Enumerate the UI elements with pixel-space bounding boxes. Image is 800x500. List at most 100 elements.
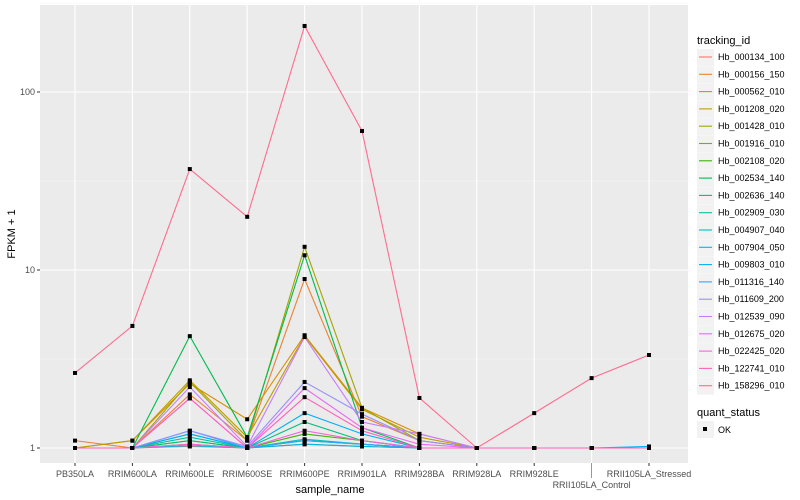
legend-label: Hb_001208_020: [718, 104, 785, 114]
data-point: [245, 214, 250, 219]
data-point: [589, 446, 594, 450]
x-axis-title: sample_name: [295, 484, 364, 496]
data-point: [73, 438, 77, 443]
y-tick-label: 100: [20, 87, 35, 97]
data-point: [245, 446, 250, 450]
data-point: [302, 411, 307, 416]
x-tick-label: RRII105LA_Stressed: [607, 469, 692, 479]
data-point: [532, 446, 537, 450]
shape-legend-title: quant_status: [697, 407, 760, 419]
legend-label: Hb_012675_020: [718, 329, 785, 339]
data-point: [302, 253, 307, 258]
data-point: [360, 428, 364, 433]
legend-title: tracking_id: [697, 35, 750, 47]
legend-label: Hb_004907_040: [718, 225, 785, 235]
data-point: [245, 417, 250, 422]
data-point: [360, 412, 364, 417]
data-point: [302, 277, 307, 282]
data-point: [302, 419, 307, 424]
data-point: [130, 323, 135, 328]
data-point: [302, 428, 307, 433]
data-point: [647, 446, 651, 450]
legend-label: Hb_122741_010: [718, 363, 785, 373]
data-point: [302, 379, 307, 384]
x-tick-label: PB350LA: [56, 469, 94, 479]
legend-label: Hb_007904_050: [718, 242, 785, 252]
x-tick-label: RRIM928LA: [452, 469, 501, 479]
data-point: [360, 444, 364, 449]
legend-label: Hb_009803_010: [718, 260, 785, 270]
legend-label: Hb_158296_010: [718, 381, 785, 391]
x-tick-label: RRIM600LA: [108, 469, 157, 479]
data-point: [417, 435, 422, 440]
legend-label: Hb_001428_010: [718, 121, 785, 131]
legend-label: Hb_022425_020: [718, 346, 785, 356]
data-point: [302, 23, 307, 28]
data-point: [187, 396, 192, 401]
data-point: [73, 446, 77, 450]
y-axis-title: FPKM + 1: [6, 209, 18, 258]
legend-label: Hb_000156_150: [718, 69, 785, 79]
data-point: [589, 376, 594, 381]
data-point: [187, 167, 192, 172]
data-point: [417, 442, 422, 447]
legend-label: Hb_001916_010: [718, 139, 785, 149]
data-point: [187, 431, 192, 436]
legend-label: Hb_012539_090: [718, 312, 785, 322]
data-point: [130, 446, 135, 450]
data-point: [360, 431, 364, 436]
data-point: [302, 244, 307, 249]
data-point: [302, 438, 307, 443]
data-point: [417, 395, 422, 400]
data-point: [417, 438, 422, 443]
data-point: [417, 446, 422, 450]
data-point: [73, 370, 77, 375]
data-point: [360, 425, 364, 430]
data-point: [647, 353, 651, 358]
legend-label: Hb_011316_140: [718, 277, 784, 287]
y-tick-label: 10: [25, 265, 35, 275]
x-tick-label: RRIM928BA: [394, 469, 444, 479]
data-point: [302, 395, 307, 400]
x-tick-label: RRIM600PE: [280, 469, 330, 479]
data-point: [417, 431, 422, 436]
legend-label: Hb_002636_140: [718, 190, 785, 200]
data-point: [474, 446, 479, 450]
data-point: [360, 405, 364, 410]
data-point: [187, 428, 192, 433]
data-point: [130, 438, 135, 443]
data-point: [302, 386, 307, 391]
data-point: [302, 431, 307, 436]
x-tick-label: RRIM600SE: [222, 469, 272, 479]
data-point: [187, 442, 192, 447]
data-point: [302, 442, 307, 447]
data-point: [360, 414, 364, 419]
legend-label: Hb_000562_010: [718, 87, 785, 97]
data-point: [187, 392, 192, 397]
data-point: [360, 419, 364, 424]
data-point: [187, 379, 192, 384]
plot-panel: [40, 5, 688, 463]
legend-label: Hb_002909_030: [718, 208, 785, 218]
legend-label: Hb_011609_200: [718, 294, 784, 304]
x-tick-label: RRIM600LE: [165, 469, 214, 479]
data-point: [245, 438, 250, 443]
data-point: [187, 334, 192, 339]
legend-label: Hb_000134_100: [718, 52, 785, 62]
legend-label: Hb_002534_140: [718, 173, 785, 183]
data-point: [187, 438, 192, 443]
data-point: [360, 438, 364, 443]
data-point: [187, 435, 192, 440]
x-tick-label: RRIM928LE: [510, 469, 559, 479]
data-point: [360, 442, 364, 447]
legend-label: Hb_002108_020: [718, 156, 785, 166]
data-point: [245, 435, 250, 440]
legend-point-icon: [703, 427, 707, 431]
data-point: [187, 385, 192, 390]
x-tick-label: RRIM901LA: [337, 469, 386, 479]
data-point: [532, 411, 537, 416]
x-tick-label: RRII105LA_Control: [553, 480, 631, 490]
data-point: [360, 128, 364, 133]
